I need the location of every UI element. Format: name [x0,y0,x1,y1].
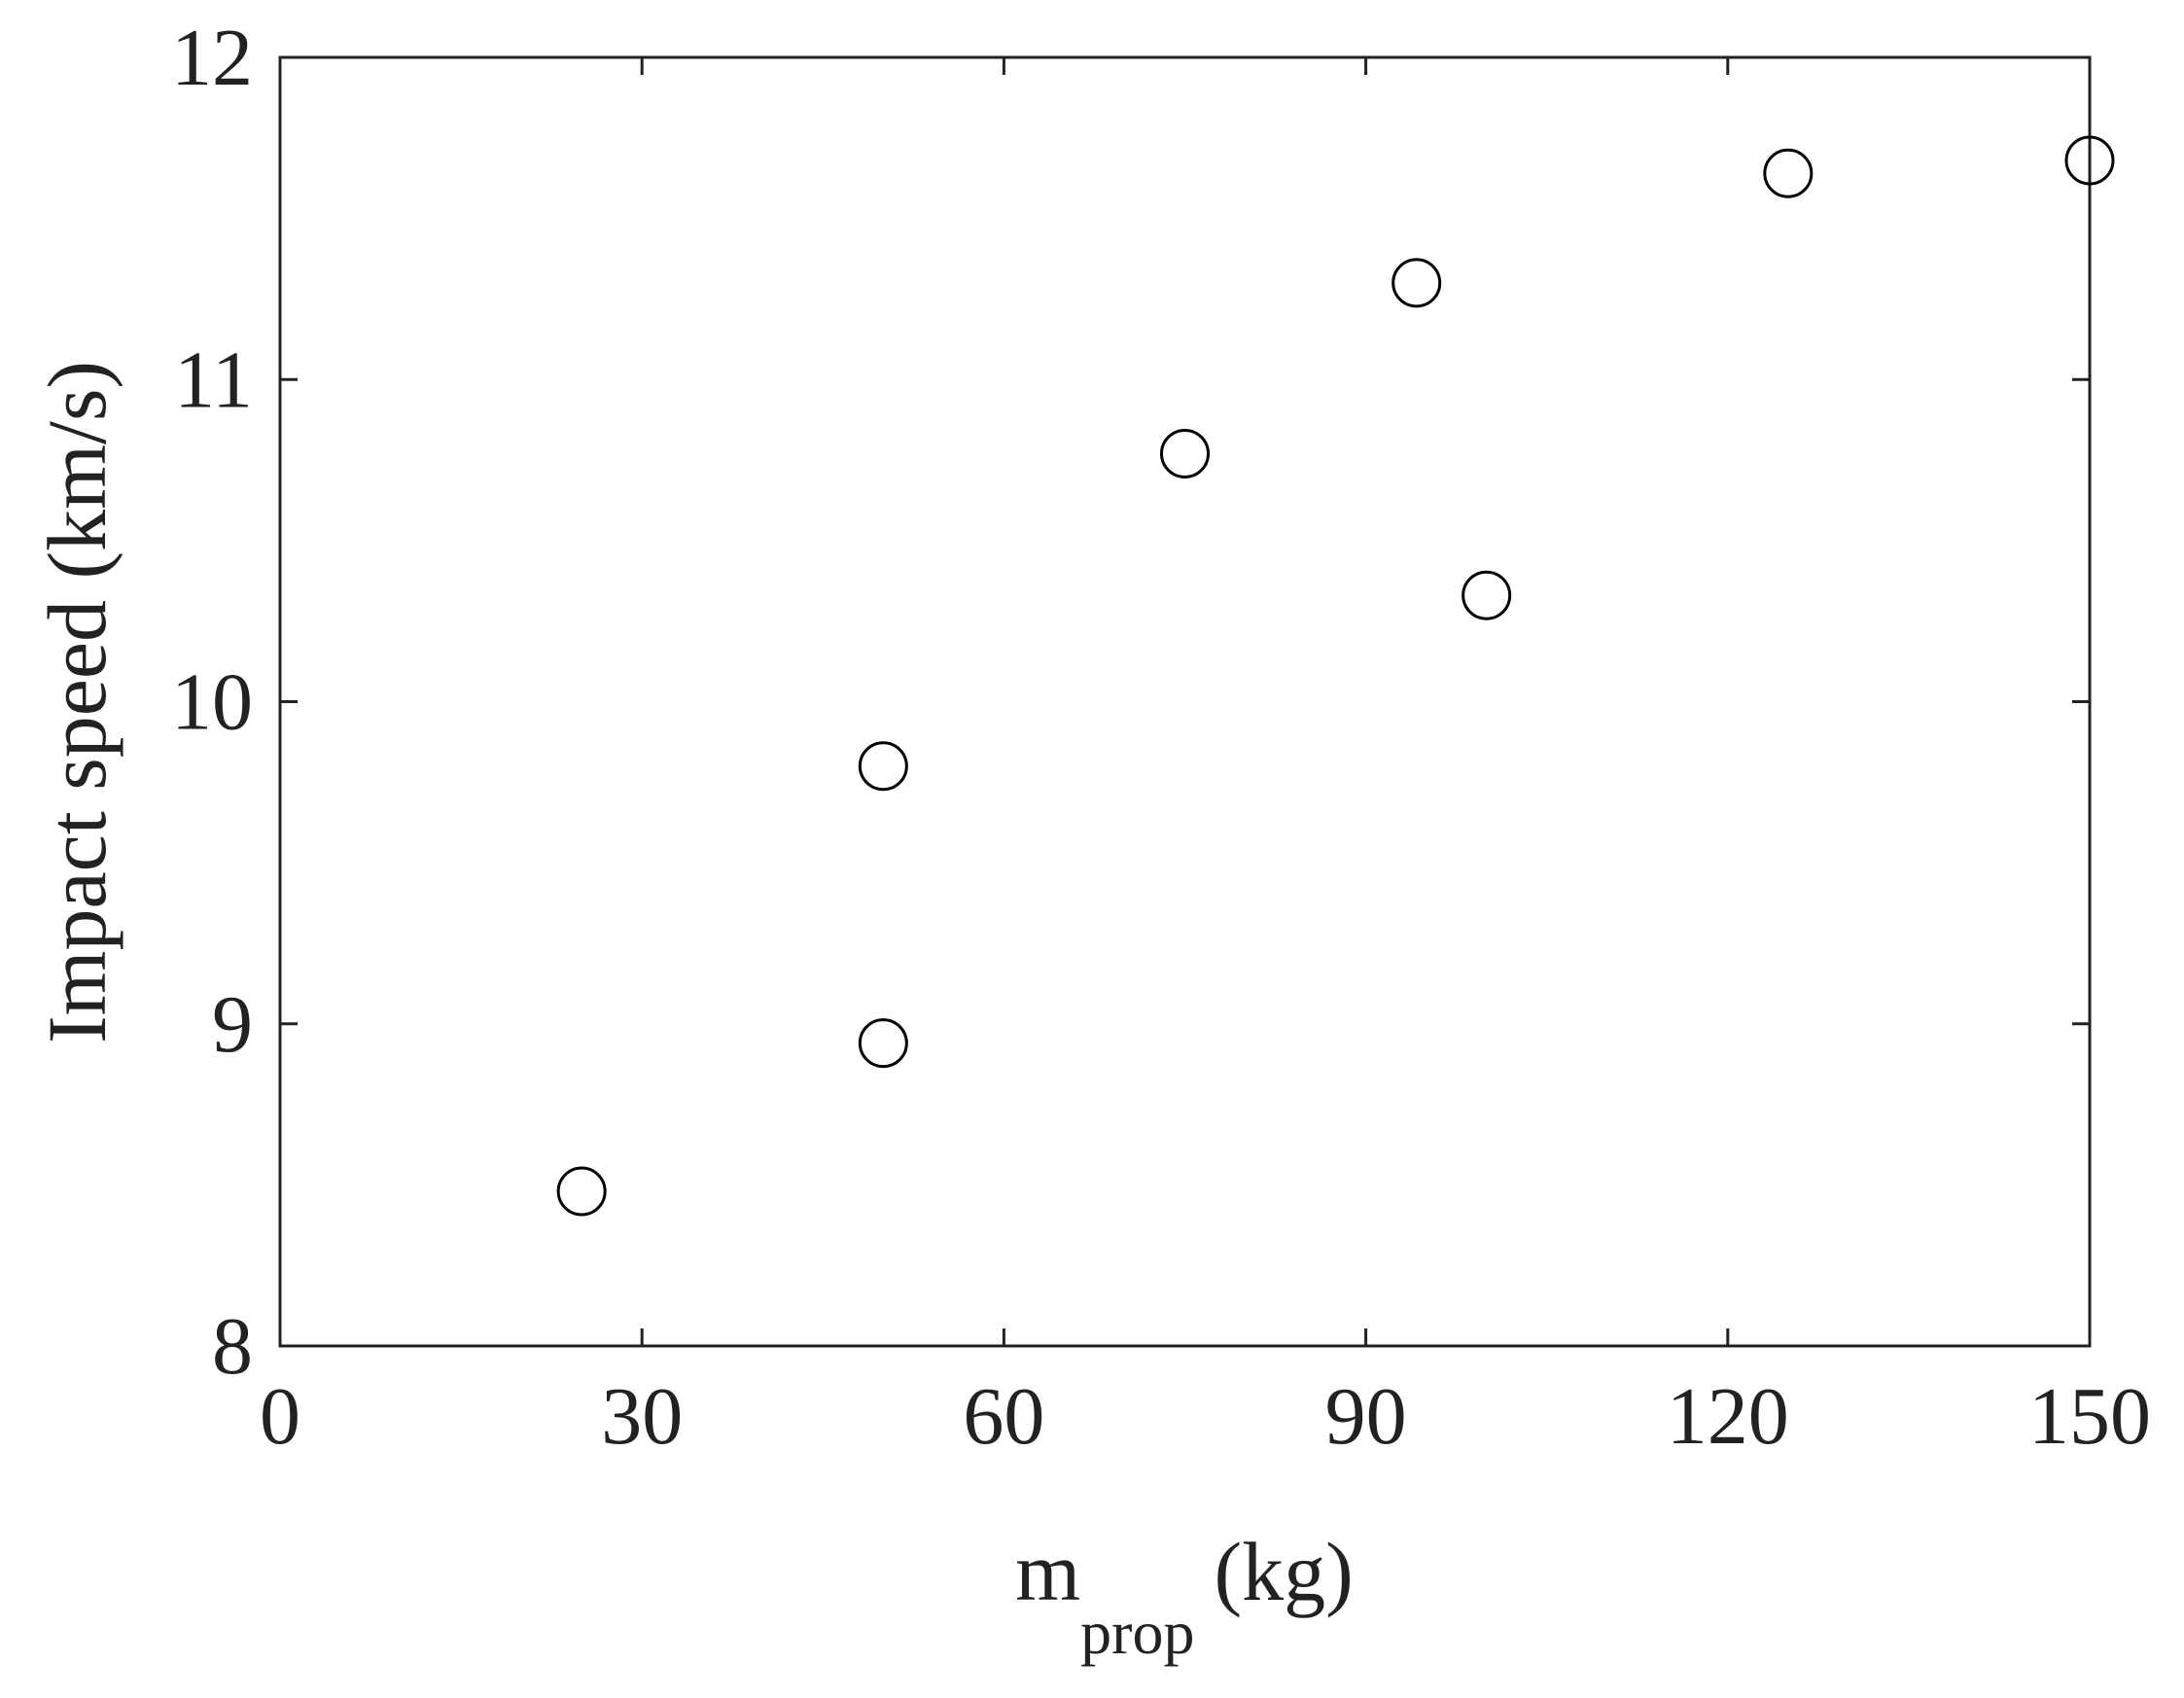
y-tick-label: 11 [174,335,253,425]
data-point [2064,135,2115,186]
data-point [1391,258,1442,308]
data-point [1462,570,1512,620]
y-tick-label: 9 [212,979,253,1070]
data-point [556,1166,607,1217]
x-tick-label: 60 [963,1371,1044,1462]
y-tick-label: 10 [171,657,253,748]
x-label-subscript: prop [1080,1598,1194,1667]
x-tick-label: 90 [1325,1371,1407,1462]
data-point [1160,428,1210,478]
x-axis-label: mprop (kg) [1015,1525,1354,1667]
x-label-unit: (kg) [1214,1525,1353,1618]
y-tick-label: 12 [171,13,253,103]
x-tick-label: 30 [601,1371,683,1462]
x-tick-label: 120 [1667,1371,1789,1462]
x-label-main: m [1015,1525,1080,1618]
y-axis-label: Impact speed (km/s) [30,361,123,1044]
x-tick-label: 150 [2028,1371,2151,1462]
plot-frame [278,55,2092,1348]
x-tick-label: 0 [260,1371,300,1462]
y-tick-label: 8 [212,1301,253,1392]
data-point [858,741,908,792]
data-point [1763,148,1814,198]
data-point [858,1018,908,1069]
